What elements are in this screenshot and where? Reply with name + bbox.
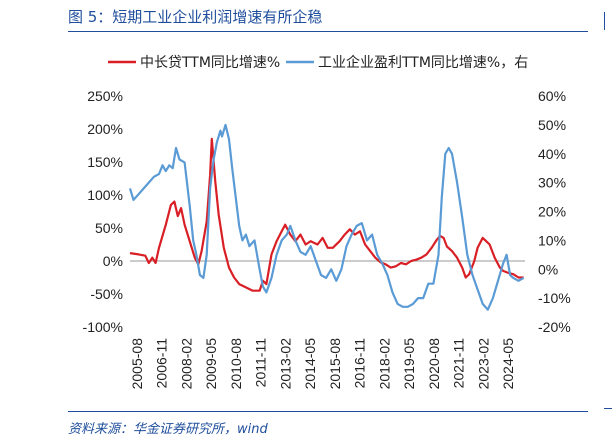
x-tick-label: 2015-08	[327, 338, 343, 390]
x-tick-label: 2019-05	[401, 338, 417, 390]
right-y-tick-label: 30%	[538, 175, 566, 191]
right-y-tick-label: 50%	[538, 117, 566, 133]
left-y-tick-label: 250%	[87, 88, 123, 104]
series-line-profit-growth	[128, 123, 525, 311]
legend-label: 中长贷TTM同比增速%	[140, 55, 280, 71]
source-note: 资料来源：华金证券研究所，wind	[68, 422, 268, 437]
series-line-loan-growth	[129, 137, 524, 292]
right-y-tick-label: 10%	[538, 232, 566, 248]
x-tick-label: 2013-02	[277, 338, 293, 390]
x-tick-label: 2016-11	[352, 338, 368, 389]
x-tick-label: 2005-08	[129, 338, 145, 390]
x-tick-label: 2010-08	[228, 338, 244, 390]
series-lines	[128, 123, 525, 311]
x-tick-label: 2008-02	[178, 338, 194, 390]
left-y-tick-label: 100%	[87, 187, 123, 203]
right-y-tick-label: 0%	[538, 261, 558, 277]
figure-title: 图 5：短期工业企业利润增速有所企稳	[68, 8, 323, 26]
left-y-tick-label: 150%	[87, 154, 123, 170]
left-y-tick-label: 0%	[103, 253, 123, 269]
x-tick-label: 2023-02	[475, 338, 491, 390]
left-y-axis: 250% 200% 150% 100% 50% 0% -50% -100%	[83, 88, 123, 335]
edge-divider-bottom	[604, 408, 612, 409]
x-tick-label: 2011-11	[253, 338, 269, 388]
right-y-tick-label: -20%	[538, 319, 571, 335]
edge-divider	[604, 12, 605, 30]
right-y-tick-label: 40%	[538, 146, 566, 162]
x-tick-label: 2006-11	[154, 338, 170, 389]
right-y-axis: 60% 50% 40% 30% 20% 10% 0% -10% -20%	[538, 88, 571, 335]
legend-label: 工业企业盈利TTM同比增速%，右	[318, 54, 528, 71]
left-y-tick-label: 200%	[87, 121, 123, 137]
x-tick-label: 2018-02	[376, 338, 392, 390]
x-tick-label: 2024-05	[500, 338, 516, 390]
left-y-tick-label: -50%	[90, 286, 123, 302]
x-tick-label: 2009-05	[203, 338, 219, 390]
x-tick-label: 2020-08	[426, 338, 442, 390]
right-y-tick-label: -10%	[538, 290, 571, 306]
x-axis: 2005-08 2006-11 2008-02 2009-05 2010-08 2011-…	[129, 338, 516, 390]
legend: 中长贷TTM同比增速% 工业企业盈利TTM同比增速%，右	[108, 54, 528, 71]
x-tick-label: 2021-11	[451, 338, 467, 389]
title-divider	[68, 31, 588, 32]
right-y-tick-label: 20%	[538, 204, 566, 220]
x-tick-label: 2014-05	[302, 338, 318, 390]
footer-divider	[68, 411, 588, 412]
right-y-tick-label: 60%	[538, 88, 566, 104]
left-y-tick-label: -100%	[83, 319, 123, 335]
left-y-tick-label: 50%	[95, 220, 123, 236]
